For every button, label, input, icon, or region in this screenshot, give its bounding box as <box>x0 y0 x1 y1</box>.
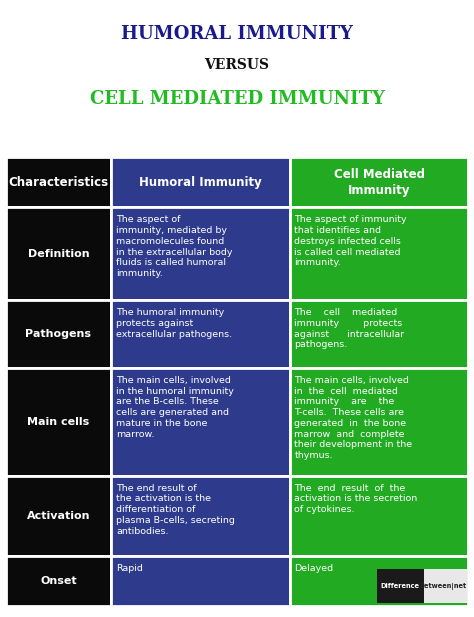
Text: Onset: Onset <box>40 576 77 586</box>
Text: Definition: Definition <box>27 249 89 259</box>
Bar <box>6 476 111 556</box>
Text: Activation: Activation <box>27 511 90 521</box>
Text: Humoral Immunity: Humoral Immunity <box>139 176 262 189</box>
Text: The main cells, involved
in the humoral immunity
are the B-cells. These
cells ar: The main cells, involved in the humoral … <box>116 376 234 439</box>
Bar <box>290 300 468 368</box>
Text: Main cells: Main cells <box>27 416 90 427</box>
Text: Difference: Difference <box>381 584 420 589</box>
Text: The main cells, involved
in  the  cell  mediated
immunity    are    the
T-cells.: The main cells, involved in the cell med… <box>294 376 412 460</box>
Bar <box>111 157 290 207</box>
Bar <box>6 300 111 368</box>
Text: The  end  result  of  the
activation is the secretion
of cytokines.: The end result of the activation is the … <box>294 484 418 514</box>
Bar <box>377 569 424 603</box>
Bar <box>111 207 290 300</box>
Text: Cell Mediated
Immunity: Cell Mediated Immunity <box>334 168 425 197</box>
Bar <box>6 207 111 300</box>
Bar <box>6 556 111 606</box>
Text: Pathogens: Pathogens <box>26 329 91 339</box>
Bar <box>290 368 468 476</box>
Bar <box>111 368 290 476</box>
Bar <box>290 556 468 606</box>
Bar <box>111 556 290 606</box>
Text: HUMORAL IMMUNITY: HUMORAL IMMUNITY <box>121 25 353 43</box>
Bar <box>424 569 467 603</box>
Bar <box>111 476 290 556</box>
Text: The    cell    mediated
immunity        protects
against      intracellular
path: The cell mediated immunity protects agai… <box>294 308 405 349</box>
Bar <box>290 476 468 556</box>
Bar <box>290 207 468 300</box>
Bar <box>6 368 111 476</box>
Text: Delayed: Delayed <box>294 564 334 573</box>
Bar <box>111 300 290 368</box>
Text: The aspect of
immunity, mediated by
macromolecules found
in the extracellular bo: The aspect of immunity, mediated by macr… <box>116 215 232 278</box>
Text: Between|net: Between|net <box>419 583 467 590</box>
Text: The end result of
the activation is the
differentiation of
plasma B-cells, secre: The end result of the activation is the … <box>116 484 235 536</box>
Text: CELL MEDIATED IMMUNITY: CELL MEDIATED IMMUNITY <box>90 89 384 108</box>
Bar <box>290 157 468 207</box>
Text: Characteristics: Characteristics <box>9 176 109 189</box>
Text: VERSUS: VERSUS <box>204 58 270 72</box>
Text: The aspect of immunity
that identifies and
destroys infected cells
is called cel: The aspect of immunity that identifies a… <box>294 215 407 268</box>
Bar <box>6 157 111 207</box>
Text: The humoral immunity
protects against
extracellular pathogens.: The humoral immunity protects against ex… <box>116 308 232 339</box>
Text: Rapid: Rapid <box>116 564 143 573</box>
